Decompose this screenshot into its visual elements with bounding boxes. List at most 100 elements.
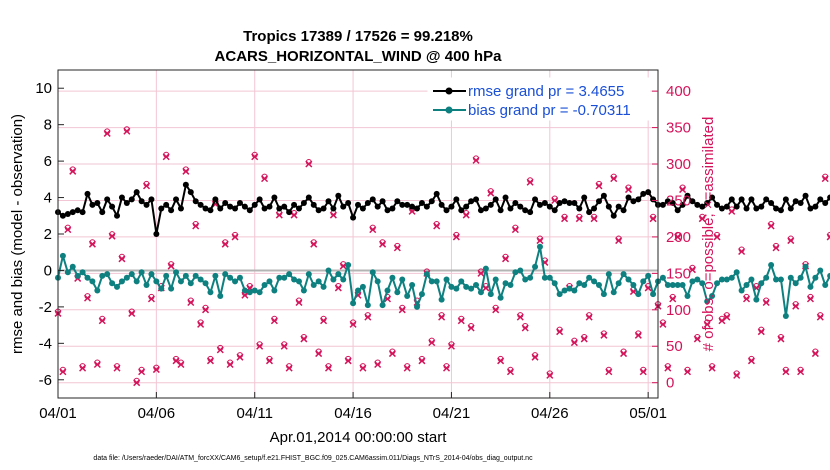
obs-assimilated-marker (477, 269, 485, 277)
obs-assimilated-marker (600, 331, 608, 339)
rmse-point (423, 203, 430, 210)
obs-assimilated-marker (777, 335, 785, 343)
bias-point (787, 274, 794, 281)
bias-point (99, 272, 106, 279)
rmse-point (241, 203, 248, 210)
obs-assimilated-marker (442, 364, 451, 372)
y2-tick-label: 100 (666, 302, 691, 319)
bias-point (443, 276, 450, 283)
bias-point (482, 265, 489, 272)
rmse-point (104, 196, 111, 203)
bias-point (733, 269, 740, 276)
rmse-point (310, 201, 317, 208)
bias-point (251, 287, 258, 294)
rmse-point (743, 205, 750, 212)
bias-point (556, 291, 563, 298)
bias-point (777, 276, 784, 283)
y2-tick-label: 350 (666, 120, 691, 137)
rmse-point (281, 203, 288, 210)
obs-assimilated-marker (521, 324, 529, 332)
obs-assimilated-marker (590, 215, 598, 223)
rmse-point (709, 194, 716, 201)
rmse-point (448, 203, 455, 210)
bias-point (595, 282, 602, 289)
obs-assimilated-marker (747, 357, 755, 365)
rmse-point (379, 198, 386, 205)
bias-point (138, 269, 145, 276)
obs-assimilated-marker (772, 244, 780, 252)
x-tick-label: 04/21 (433, 405, 471, 422)
rmse-point (212, 196, 219, 203)
rmse-point (168, 207, 175, 214)
rmse-point (418, 200, 425, 207)
y2-tick-label: 150 (666, 265, 691, 282)
bias-point (168, 285, 175, 292)
obs-assimilated-marker (585, 313, 593, 321)
obs-assimilated-marker (679, 186, 687, 194)
bias-point (389, 274, 396, 281)
obs-assimilated-marker (811, 350, 819, 358)
y-axis-left: -6 -4 -2 0 2 4 6 8 10 (35, 80, 64, 389)
rmse-point (517, 203, 524, 210)
rmse-point (173, 196, 180, 203)
obs-assimilated-marker (315, 350, 323, 358)
rmse-point (497, 207, 504, 214)
bias-point (114, 283, 121, 290)
obs-assimilated-marker (113, 364, 121, 372)
rmse-point (222, 200, 229, 207)
rmse-point (438, 201, 445, 208)
obs-assimilated-marker (393, 244, 401, 252)
bias-point (438, 296, 445, 303)
bias-point (291, 276, 298, 283)
bias-point (109, 280, 116, 287)
rmse-point (315, 207, 322, 214)
obs-assimilated-marker (762, 298, 770, 307)
bias-point (507, 282, 514, 289)
obs-assimilated-marker (290, 211, 298, 219)
rmse-point (817, 196, 824, 203)
bias-point (153, 278, 160, 285)
rmse-point (773, 205, 780, 212)
rmse-point (468, 198, 475, 205)
rmse-point (640, 190, 647, 197)
rmse-point (414, 205, 421, 212)
y-tick-label: 10 (35, 80, 52, 97)
bias-point (404, 292, 411, 299)
bias-point (148, 271, 155, 278)
rmse-point (187, 189, 194, 196)
bias-point (704, 298, 711, 305)
bias-point (118, 278, 125, 285)
obs-assimilated-marker (452, 233, 460, 241)
obs-assimilated-marker (364, 313, 372, 321)
rmse-point (576, 205, 583, 212)
bias-point (792, 280, 799, 287)
obs-assimilated-marker (556, 328, 564, 336)
rmse-point (477, 207, 484, 214)
obs-assimilated-marker (634, 331, 642, 339)
bias-point (723, 276, 730, 283)
obs-assimilated-marker (806, 295, 814, 303)
bias-point (458, 278, 465, 285)
bias-point (679, 282, 686, 289)
obs-assimilated-marker (226, 360, 234, 369)
rmse-point (350, 214, 357, 221)
obs-assimilated-marker (261, 175, 269, 183)
rmse-point (286, 209, 293, 216)
bias-point (782, 313, 789, 319)
rmse-point (522, 207, 529, 214)
rmse-point (802, 192, 809, 199)
obs-assimilated-marker (826, 233, 830, 241)
rmse-point (217, 205, 224, 212)
bias-point (256, 289, 263, 296)
rmse-point (114, 212, 121, 219)
bias-point (423, 271, 430, 278)
bias-point (728, 274, 735, 281)
rmse-point (541, 200, 548, 207)
rmse-point (556, 200, 563, 207)
bias-point (586, 274, 593, 281)
obs-assimilated-marker (649, 215, 657, 223)
bias-point (817, 267, 824, 274)
obs-assimilated-marker (516, 313, 524, 321)
rmse-point (807, 205, 814, 212)
bias-point (79, 269, 86, 276)
